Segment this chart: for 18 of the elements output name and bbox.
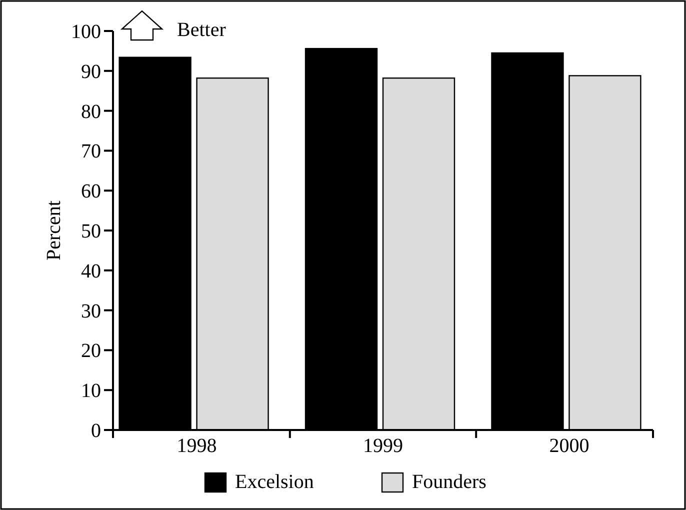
y-tick-label: 50 bbox=[81, 220, 101, 242]
y-tick-label: 30 bbox=[81, 300, 101, 322]
y-tick-label: 10 bbox=[81, 380, 101, 402]
x-tick-label: 1998 bbox=[176, 435, 217, 457]
y-tick-label: 0 bbox=[91, 420, 101, 442]
x-tick-label: 2000 bbox=[549, 435, 590, 457]
annotation: Better bbox=[177, 19, 226, 41]
y-tick-label: 20 bbox=[81, 340, 101, 362]
y-tick-label: 80 bbox=[81, 100, 101, 123]
y-tick-label: 90 bbox=[81, 60, 101, 83]
legend-label: Founders bbox=[412, 471, 487, 493]
y-tick-label: 60 bbox=[81, 180, 101, 203]
y-tick-label: 40 bbox=[81, 260, 101, 282]
legend-label: Excelsion bbox=[235, 471, 314, 493]
y-tick-label: 70 bbox=[81, 140, 101, 163]
x-tick-label: 1999 bbox=[363, 435, 403, 457]
y-axis-title: Percent bbox=[43, 200, 65, 260]
y-tick-label: 100 bbox=[71, 21, 101, 43]
